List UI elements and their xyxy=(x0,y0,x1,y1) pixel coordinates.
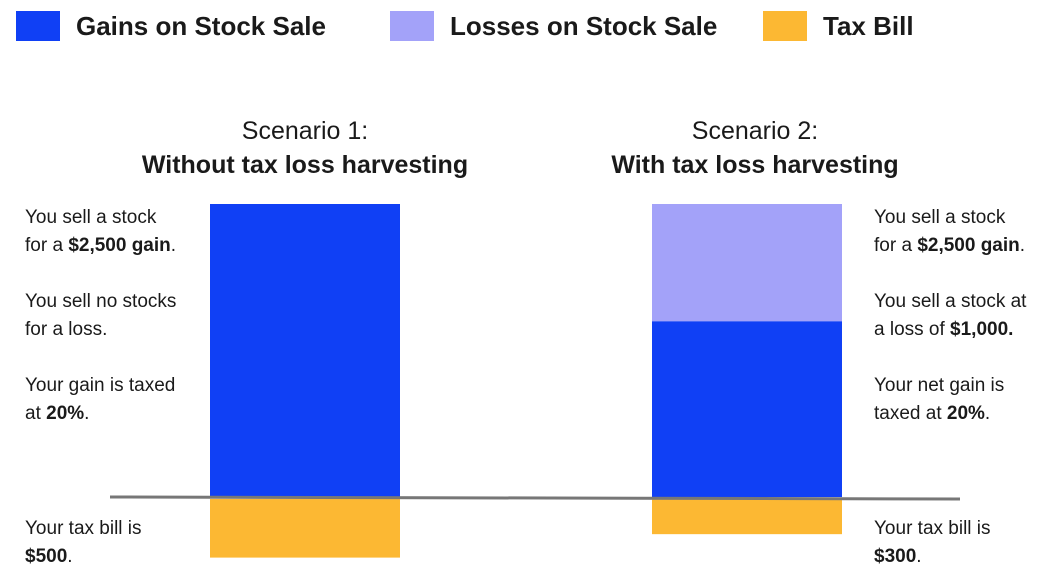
note-text: a loss of xyxy=(874,319,951,340)
note-text: for a xyxy=(874,235,918,256)
note-value: $2,500 gain xyxy=(917,235,1020,256)
bar-tax-scenario1 xyxy=(210,499,400,558)
scenario2-title-line2: With tax loss harvesting xyxy=(611,151,899,179)
note-text: You sell a stock at xyxy=(874,291,1027,312)
note-text: You sell no stocks xyxy=(25,291,177,312)
note-value: $1,000. xyxy=(950,319,1014,340)
note-value: $500 xyxy=(25,546,68,567)
note-text: . xyxy=(916,546,922,567)
note-text: You sell a stock xyxy=(25,207,157,228)
bar-losses-scenario2 xyxy=(652,204,842,322)
legend-swatch-tax xyxy=(763,11,807,41)
note-text: for a xyxy=(25,235,69,256)
bar-gains-scenario2 xyxy=(652,321,842,497)
note-value: $300 xyxy=(874,546,917,567)
scenario2-note-gain: You sell a stock for a $2,500 gain. xyxy=(874,204,1025,260)
note-text: taxed at xyxy=(874,403,947,424)
bar-gains-scenario1 xyxy=(210,204,400,497)
scenario2-note-loss: You sell a stock at a loss of $1,000. xyxy=(874,288,1026,344)
note-text: . xyxy=(984,403,991,424)
scenario2-note-tax: Your tax bill is $300. xyxy=(874,515,991,571)
scenario1-note-rate: Your gain is taxed at 20%. xyxy=(25,372,175,428)
note-value: 20% xyxy=(946,403,985,424)
scenario2-note-rate: Your net gain is taxed at 20%. xyxy=(874,372,1004,428)
scenario1-title-line2: Without tax loss harvesting xyxy=(141,151,469,179)
legend-label-tax: Tax Bill xyxy=(823,10,914,41)
note-text: . xyxy=(67,546,73,567)
note-text: . xyxy=(1019,235,1026,256)
legend-label-gains: Gains on Stock Sale xyxy=(76,10,326,41)
note-text: Your tax bill is xyxy=(25,518,142,539)
note-text: Your gain is taxed xyxy=(25,375,176,396)
legend-swatch-losses xyxy=(390,11,434,41)
note-text: for a loss. xyxy=(25,319,108,340)
bar-tax-scenario2 xyxy=(652,499,842,535)
scenario1-note-loss: You sell no stocks for a loss. xyxy=(25,288,176,344)
legend-swatch-gains xyxy=(16,11,60,41)
legend-item-tax: Tax Bill xyxy=(763,10,914,42)
note-text: at xyxy=(25,403,47,424)
legend-item-losses: Losses on Stock Sale xyxy=(390,10,717,42)
note-text: You sell a stock xyxy=(874,207,1006,228)
note-value: 20% xyxy=(46,403,85,424)
legend-item-gains: Gains on Stock Sale xyxy=(16,10,326,42)
note-text: . xyxy=(84,403,90,424)
scenario2-title: Scenario 2: With tax loss harvesting xyxy=(570,114,940,182)
scenario2-title-line1: Scenario 2: xyxy=(691,117,819,145)
note-text: . xyxy=(170,235,177,256)
note-value: $2,500 gain xyxy=(68,235,171,256)
scenario1-note-tax: Your tax bill is $500. xyxy=(25,515,142,571)
note-text: Your net gain is xyxy=(874,375,1005,396)
scenario1-note-gain: You sell a stock for a $2,500 gain. xyxy=(25,204,176,260)
scenario1-title-line1: Scenario 1: xyxy=(241,117,369,145)
legend-label-losses: Losses on Stock Sale xyxy=(450,10,718,41)
scenario1-title: Scenario 1: Without tax loss harvesting xyxy=(120,114,490,182)
note-text: Your tax bill is xyxy=(874,518,991,539)
baseline-axis xyxy=(109,495,961,501)
